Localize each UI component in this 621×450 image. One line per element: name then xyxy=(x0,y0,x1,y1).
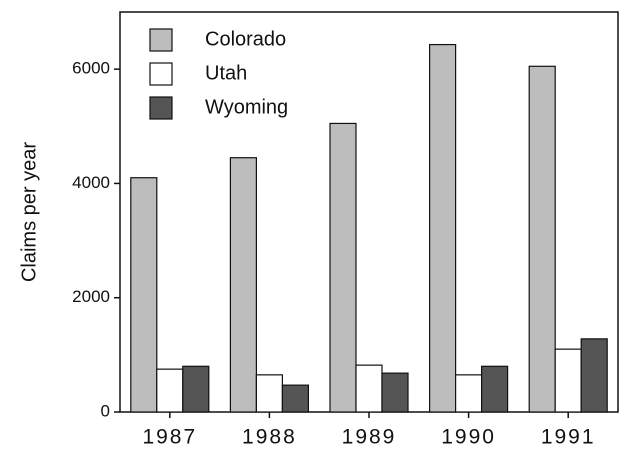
legend-swatch xyxy=(149,28,173,52)
legend-label: Utah xyxy=(205,62,247,84)
x-tick-label: 1991 xyxy=(541,426,596,449)
legend-label: Colorado xyxy=(205,28,286,50)
y-axis-label: Claims per year xyxy=(18,142,40,282)
bar xyxy=(130,177,158,413)
y-tick-label: 2000 xyxy=(72,287,110,306)
bar xyxy=(355,364,383,413)
bar xyxy=(182,365,210,413)
bar xyxy=(580,338,608,413)
x-tick-label: 1987 xyxy=(142,426,197,449)
bar xyxy=(329,122,357,413)
y-tick-label: 4000 xyxy=(72,173,110,192)
bar xyxy=(481,365,509,413)
legend-swatch xyxy=(149,62,173,86)
bar xyxy=(528,65,556,413)
x-tick-label: 1990 xyxy=(441,426,496,449)
legend-swatch xyxy=(149,96,173,120)
bar xyxy=(554,348,582,413)
y-tick-label: 6000 xyxy=(72,59,110,78)
bar xyxy=(229,157,257,413)
bar xyxy=(381,372,409,413)
y-tick-label: 0 xyxy=(101,401,110,420)
bar xyxy=(255,374,283,413)
x-tick-label: 1988 xyxy=(242,426,297,449)
legend-label: Wyoming xyxy=(205,96,288,118)
bar xyxy=(429,43,457,413)
bar xyxy=(281,384,309,413)
x-tick-label: 1989 xyxy=(342,426,397,449)
bar xyxy=(156,368,184,413)
bar xyxy=(455,374,483,413)
